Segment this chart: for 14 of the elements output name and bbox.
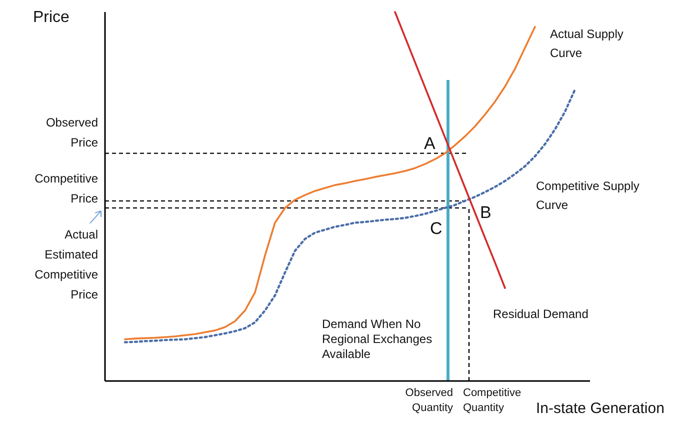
ref-line-label: Actual Estimated Competitive Price [34, 227, 98, 302]
annotation: B [480, 203, 492, 222]
text: Observed Quantity [405, 387, 454, 414]
text: Competitive Quantity [463, 387, 522, 414]
annotation: Demand When No Regional Exchanges Available [322, 317, 432, 361]
ref-line-label: Competitive Price [34, 171, 98, 206]
annotation: C [430, 219, 442, 238]
y-axis-title: Price [33, 9, 70, 26]
series-label: Residual Demand [493, 307, 588, 321]
annotation: A [424, 134, 436, 153]
series-label: Actual Supply Curve [550, 27, 624, 60]
series-label: Competitive Supply Curve [536, 179, 640, 212]
x-axis-title: In-state Generation [536, 400, 664, 417]
ref-line-label: Observed Price [46, 115, 98, 150]
